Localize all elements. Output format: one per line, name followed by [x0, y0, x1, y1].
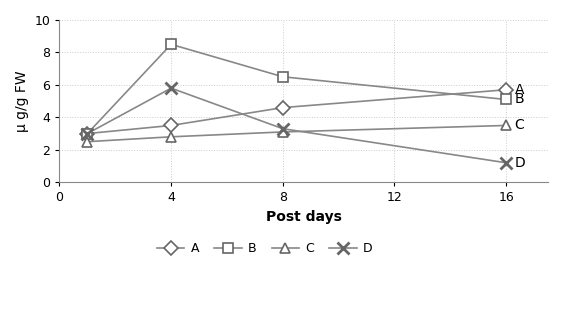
Y-axis label: μ g/g FW: μ g/g FW: [15, 70, 29, 132]
Text: B: B: [515, 93, 524, 106]
Legend: A, B, C, D: A, B, C, D: [152, 237, 377, 260]
Text: D: D: [515, 156, 525, 170]
Text: A: A: [515, 83, 524, 97]
Text: C: C: [515, 118, 524, 132]
X-axis label: Post days: Post days: [266, 210, 342, 224]
